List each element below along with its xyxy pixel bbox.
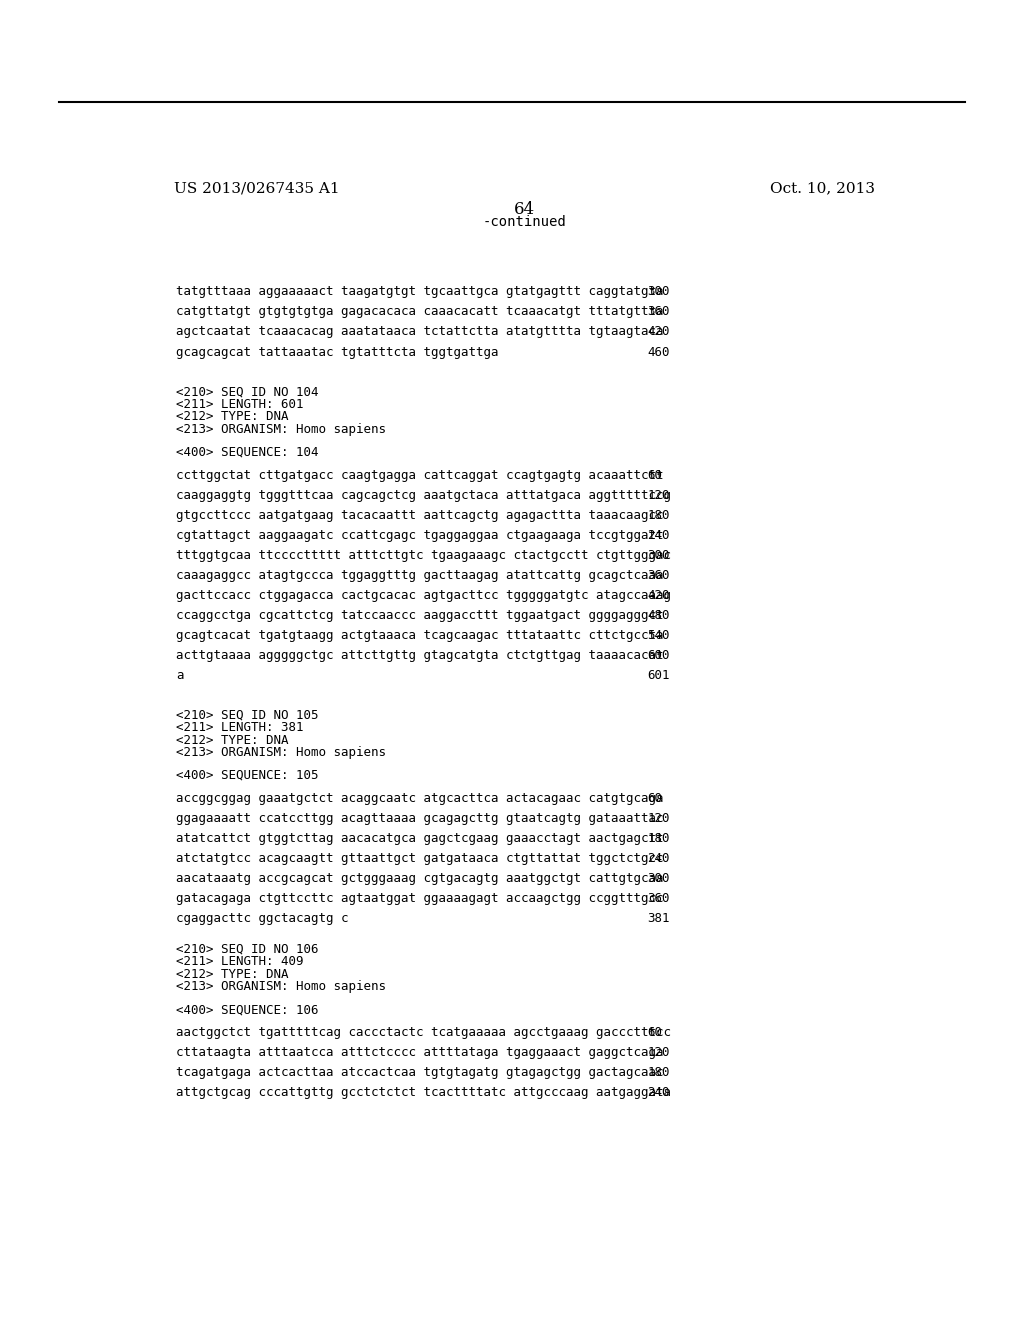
- Text: 120: 120: [647, 488, 670, 502]
- Text: 180: 180: [647, 508, 670, 521]
- Text: <212> TYPE: DNA: <212> TYPE: DNA: [176, 411, 289, 424]
- Text: 381: 381: [647, 912, 670, 925]
- Text: 360: 360: [647, 569, 670, 582]
- Text: 420: 420: [647, 589, 670, 602]
- Text: 480: 480: [647, 609, 670, 622]
- Text: caaggaggtg tgggtttcaa cagcagctcg aaatgctaca atttatgaca aggtttttccg: caaggaggtg tgggtttcaa cagcagctcg aaatgct…: [176, 488, 671, 502]
- Text: 120: 120: [647, 812, 670, 825]
- Text: gacttccacc ctggagacca cactgcacac agtgacttcc tgggggatgtc atagccaaag: gacttccacc ctggagacca cactgcacac agtgact…: [176, 589, 671, 602]
- Text: <211> LENGTH: 409: <211> LENGTH: 409: [176, 956, 303, 969]
- Text: 360: 360: [647, 892, 670, 906]
- Text: 64: 64: [514, 201, 536, 218]
- Text: US 2013/0267435 A1: US 2013/0267435 A1: [174, 182, 340, 195]
- Text: 60: 60: [647, 469, 663, 482]
- Text: gatacagaga ctgttccttc agtaatggat ggaaaagagt accaagctgg ccggtttgcc: gatacagaga ctgttccttc agtaatggat ggaaaag…: [176, 892, 664, 906]
- Text: <213> ORGANISM: Homo sapiens: <213> ORGANISM: Homo sapiens: [176, 979, 386, 993]
- Text: acttgtaaaa agggggctgc attcttgttg gtagcatgta ctctgttgag taaaacacat: acttgtaaaa agggggctgc attcttgttg gtagcat…: [176, 649, 664, 661]
- Text: tttggtgcaa ttccccttttt atttcttgtc tgaagaaagc ctactgcctt ctgttgggac: tttggtgcaa ttccccttttt atttcttgtc tgaaga…: [176, 549, 671, 562]
- Text: cttataagta atttaatcca atttctcccc attttataga tgaggaaact gaggctcaga: cttataagta atttaatcca atttctcccc attttat…: [176, 1047, 664, 1059]
- Text: tatgtttaaa aggaaaaact taagatgtgt tgcaattgca gtatgagttt caggtatgta: tatgtttaaa aggaaaaact taagatgtgt tgcaatt…: [176, 285, 664, 298]
- Text: aacataaatg accgcagcat gctgggaaag cgtgacagtg aaatggctgt cattgtgcaa: aacataaatg accgcagcat gctgggaaag cgtgaca…: [176, 873, 664, 886]
- Text: 240: 240: [647, 1086, 670, 1100]
- Text: 460: 460: [647, 346, 670, 359]
- Text: ggagaaaatt ccatccttgg acagttaaaa gcagagcttg gtaatcagtg gataaattac: ggagaaaatt ccatccttgg acagttaaaa gcagagc…: [176, 812, 664, 825]
- Text: 60: 60: [647, 1026, 663, 1039]
- Text: ccaggcctga cgcattctcg tatccaaccc aaggaccttt tggaatgact ggggagggct: ccaggcctga cgcattctcg tatccaaccc aaggacc…: [176, 609, 664, 622]
- Text: cgtattagct aaggaagatc ccattcgagc tgaggaggaa ctgaagaaga tccgtggatt: cgtattagct aaggaagatc ccattcgagc tgaggag…: [176, 529, 664, 541]
- Text: 601: 601: [647, 669, 670, 682]
- Text: accggcggag gaaatgctct acaggcaatc atgcacttca actacagaac catgtgcaga: accggcggag gaaatgctct acaggcaatc atgcact…: [176, 792, 664, 805]
- Text: <211> LENGTH: 381: <211> LENGTH: 381: [176, 721, 303, 734]
- Text: tcagatgaga actcacttaa atccactcaa tgtgtagatg gtagagctgg gactagcaac: tcagatgaga actcacttaa atccactcaa tgtgtag…: [176, 1067, 664, 1080]
- Text: 240: 240: [647, 853, 670, 865]
- Text: <400> SEQUENCE: 106: <400> SEQUENCE: 106: [176, 1003, 318, 1016]
- Text: a: a: [176, 669, 183, 682]
- Text: Oct. 10, 2013: Oct. 10, 2013: [770, 182, 876, 195]
- Text: 540: 540: [647, 628, 670, 642]
- Text: <212> TYPE: DNA: <212> TYPE: DNA: [176, 968, 289, 981]
- Text: <400> SEQUENCE: 104: <400> SEQUENCE: 104: [176, 446, 318, 458]
- Text: catgttatgt gtgtgtgtga gagacacaca caaacacatt tcaaacatgt tttatgttta: catgttatgt gtgtgtgtga gagacacaca caaacac…: [176, 305, 664, 318]
- Text: 60: 60: [647, 792, 663, 805]
- Text: -continued: -continued: [483, 215, 566, 230]
- Text: caaagaggcc atagtgccca tggaggtttg gacttaagag atattcattg gcagctcaaa: caaagaggcc atagtgccca tggaggtttg gacttaa…: [176, 569, 664, 582]
- Text: 180: 180: [647, 832, 670, 845]
- Text: <213> ORGANISM: Homo sapiens: <213> ORGANISM: Homo sapiens: [176, 422, 386, 436]
- Text: 420: 420: [647, 326, 670, 338]
- Text: <212> TYPE: DNA: <212> TYPE: DNA: [176, 734, 289, 747]
- Text: cgaggacttc ggctacagtg c: cgaggacttc ggctacagtg c: [176, 912, 348, 925]
- Text: atctatgtcc acagcaagtt gttaattgct gatgataaca ctgttattat tggctctgcc: atctatgtcc acagcaagtt gttaattgct gatgata…: [176, 853, 664, 865]
- Text: 300: 300: [647, 549, 670, 562]
- Text: aactggctct tgatttttcag caccctactc tcatgaaaaa agcctgaaag gaccctttcc: aactggctct tgatttttcag caccctactc tcatga…: [176, 1026, 671, 1039]
- Text: 120: 120: [647, 1047, 670, 1059]
- Text: 300: 300: [647, 873, 670, 886]
- Text: 180: 180: [647, 1067, 670, 1080]
- Text: gcagcagcat tattaaatac tgtatttcta tggtgattga: gcagcagcat tattaaatac tgtatttcta tggtgat…: [176, 346, 499, 359]
- Text: <210> SEQ ID NO 104: <210> SEQ ID NO 104: [176, 385, 318, 399]
- Text: ccttggctat cttgatgacc caagtgagga cattcaggat ccagtgagtg acaaattctt: ccttggctat cttgatgacc caagtgagga cattcag…: [176, 469, 664, 482]
- Text: attgctgcag cccattgttg gcctctctct tcacttttatc attgcccaag aatgaggata: attgctgcag cccattgttg gcctctctct tcacttt…: [176, 1086, 671, 1100]
- Text: 240: 240: [647, 529, 670, 541]
- Text: <210> SEQ ID NO 105: <210> SEQ ID NO 105: [176, 709, 318, 722]
- Text: <213> ORGANISM: Homo sapiens: <213> ORGANISM: Homo sapiens: [176, 746, 386, 759]
- Text: 360: 360: [647, 305, 670, 318]
- Text: 600: 600: [647, 649, 670, 661]
- Text: agctcaatat tcaaacacag aaatataaca tctattctta atatgtttta tgtaagtaca: agctcaatat tcaaacacag aaatataaca tctattc…: [176, 326, 664, 338]
- Text: atatcattct gtggtcttag aacacatgca gagctcgaag gaaacctagt aactgagctt: atatcattct gtggtcttag aacacatgca gagctcg…: [176, 832, 664, 845]
- Text: <211> LENGTH: 601: <211> LENGTH: 601: [176, 397, 303, 411]
- Text: gcagtcacat tgatgtaagg actgtaaaca tcagcaagac tttataattc cttctgccta: gcagtcacat tgatgtaagg actgtaaaca tcagcaa…: [176, 628, 664, 642]
- Text: gtgccttccc aatgatgaag tacacaattt aattcagctg agagacttta taaacaagcc: gtgccttccc aatgatgaag tacacaattt aattcag…: [176, 508, 664, 521]
- Text: 300: 300: [647, 285, 670, 298]
- Text: <400> SEQUENCE: 105: <400> SEQUENCE: 105: [176, 770, 318, 781]
- Text: <210> SEQ ID NO 106: <210> SEQ ID NO 106: [176, 942, 318, 956]
